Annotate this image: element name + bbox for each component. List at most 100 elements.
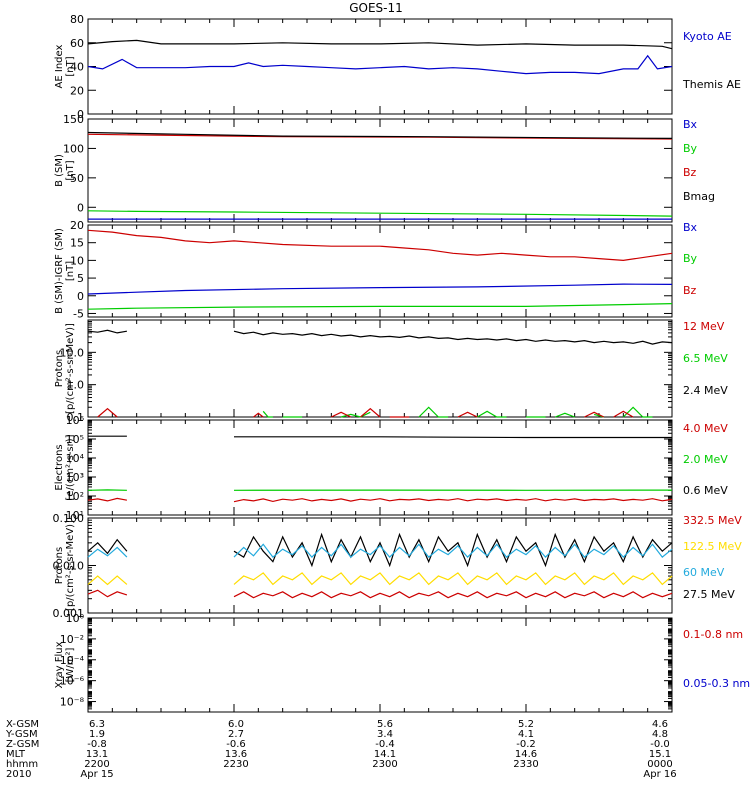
ephemeris-value: 13.6 bbox=[225, 749, 247, 760]
series-line bbox=[87, 39, 673, 50]
chart-title: GOES-11 bbox=[349, 1, 403, 15]
legend-label: 122.5 MeV bbox=[683, 540, 742, 553]
series-line bbox=[418, 406, 449, 418]
ephemeris-value: 4.1 bbox=[518, 729, 534, 740]
y-tick-label: 0.001 bbox=[53, 607, 85, 620]
series-line bbox=[584, 411, 605, 418]
y-tick-label: 0 bbox=[77, 201, 84, 214]
ephemeris-value: 13.1 bbox=[86, 749, 108, 760]
series-line bbox=[613, 410, 634, 418]
y-axis-label: Electrons[e/(cm²-s-sr)] bbox=[54, 434, 76, 500]
y-tick-label: 5 bbox=[77, 272, 84, 285]
ephemeris-value: 15.1 bbox=[649, 749, 671, 760]
series-line bbox=[87, 538, 128, 555]
y-tick-label: 10⁶ bbox=[66, 414, 85, 427]
ephemeris-value: 6.3 bbox=[89, 719, 105, 730]
ephemeris-value: 5.2 bbox=[518, 719, 534, 730]
series-line bbox=[87, 497, 128, 502]
ephemeris-label: 2010 bbox=[6, 769, 31, 780]
y-tick-label: 0.100 bbox=[53, 512, 85, 525]
series-line bbox=[87, 283, 673, 295]
panels: 0 20 40 60 80 AE Index[nT] Kyoto AE Themis AE 0 5… bbox=[53, 13, 750, 713]
ephemeris-value: -0.0 bbox=[650, 739, 670, 750]
legend-label: Bx bbox=[683, 221, 698, 234]
ephemeris-value: Apr 16 bbox=[643, 769, 676, 780]
y-tick-label: 10² bbox=[66, 490, 84, 503]
series-line bbox=[87, 575, 128, 586]
y-tick-label: -5 bbox=[73, 307, 84, 320]
series-line bbox=[360, 407, 381, 418]
y-tick-label: 20 bbox=[70, 84, 84, 97]
series-line bbox=[87, 303, 673, 310]
y-axis-label: Protons[p/(cm²-s-sr-MeV)] bbox=[54, 323, 76, 414]
ephemeris-label: X-GSM bbox=[6, 719, 39, 730]
y-tick-label: 0.1 bbox=[67, 411, 85, 424]
panel-protons_lo: 0.001 0.010 0.100Protons[p/(cm²-s-sr-MeV)]… bbox=[53, 512, 743, 620]
series-line bbox=[340, 411, 371, 418]
series-line bbox=[87, 210, 673, 217]
y-tick-label: 15 bbox=[70, 237, 84, 250]
y-tick-label: 60 bbox=[70, 37, 84, 50]
ephemeris-value: -0.4 bbox=[375, 739, 395, 750]
series-line bbox=[87, 229, 673, 262]
series-line bbox=[233, 543, 673, 558]
ephemeris-value: 4.6 bbox=[652, 719, 668, 730]
legend-label: 332.5 MeV bbox=[683, 514, 742, 527]
series-line bbox=[97, 407, 118, 418]
legend-label: Kyoto AE bbox=[683, 30, 732, 43]
panel-ae: 0 20 40 60 80 AE Index[nT] Kyoto AE Themis AE bbox=[54, 13, 741, 121]
y-tick-label: 1.0 bbox=[67, 379, 85, 392]
ephemeris-value: 2330 bbox=[513, 759, 538, 770]
y-tick-label: 50 bbox=[70, 172, 84, 185]
y-tick-label: 10⁵ bbox=[66, 433, 84, 446]
legend-label: By bbox=[683, 252, 698, 265]
ephemeris-value: 4.8 bbox=[652, 729, 668, 740]
legend-label: Themis AE bbox=[682, 78, 741, 91]
ephemeris-value: 3.4 bbox=[377, 729, 393, 740]
series-line bbox=[457, 411, 478, 418]
ephemeris-value: 14.6 bbox=[515, 749, 537, 760]
ephemeris-value: -0.2 bbox=[516, 739, 536, 750]
series-line bbox=[233, 591, 673, 599]
y-tick-label: 80 bbox=[70, 13, 84, 26]
ephemeris-value: Apr 15 bbox=[80, 769, 113, 780]
legend-label: Bmag bbox=[683, 190, 715, 203]
legend-label: 0.1-0.8 nm bbox=[683, 628, 743, 641]
series-line bbox=[233, 532, 673, 568]
panel-frame bbox=[87, 18, 673, 115]
series-line bbox=[331, 411, 352, 418]
panel-b: 0 50 100 150 B (SM)[nT] Bx By Bz Bmag bbox=[54, 113, 715, 223]
y-tick-label: 10⁴ bbox=[66, 452, 85, 465]
ephemeris-label: Z-GSM bbox=[6, 739, 39, 750]
series-line bbox=[233, 330, 673, 345]
legend-label: By bbox=[683, 142, 698, 155]
panel-electrons: 10¹ 10² 10³ 10⁴ 10⁵ 10⁶ Electrons[e/(cm²-s-sr)… bbox=[54, 414, 728, 522]
y-tick-label: 40 bbox=[70, 61, 84, 74]
series-line bbox=[262, 410, 273, 418]
legend-label: 4.0 MeV bbox=[683, 422, 728, 435]
panel-frame bbox=[87, 319, 673, 418]
series-line bbox=[87, 131, 673, 139]
y-tick-label: 100 bbox=[63, 142, 84, 155]
y-axis-label: AE Index[nT] bbox=[54, 44, 76, 88]
y-tick-label: 150 bbox=[63, 113, 84, 126]
y-tick-label: 10 bbox=[70, 254, 84, 267]
legend-label: 27.5 MeV bbox=[683, 588, 735, 601]
ephemeris-value: 2200 bbox=[84, 759, 109, 770]
y-axis-label: B (SM)-IGRF (SM)[nT] bbox=[54, 228, 76, 314]
y-axis-label: B (SM)[nT] bbox=[54, 154, 76, 187]
ephemeris-value: 2230 bbox=[223, 759, 248, 770]
panel-dB: -5 0 5 10 15 20B (SM)-IGRF (SM)[nT] Bx By Bz bbox=[54, 219, 698, 320]
series-line bbox=[233, 572, 673, 586]
y-tick-label: 10.0 bbox=[60, 346, 85, 359]
ephemeris-value: 6.0 bbox=[228, 719, 244, 730]
legend-label: Bz bbox=[683, 166, 697, 179]
ephemeris-value: -0.6 bbox=[226, 739, 246, 750]
y-tick-label: 0 bbox=[77, 108, 84, 121]
y-tick-label: 10⁻⁴ bbox=[60, 654, 85, 667]
ephemeris-value: 5.6 bbox=[377, 719, 393, 730]
series-line bbox=[622, 406, 653, 418]
series-line bbox=[234, 436, 672, 439]
